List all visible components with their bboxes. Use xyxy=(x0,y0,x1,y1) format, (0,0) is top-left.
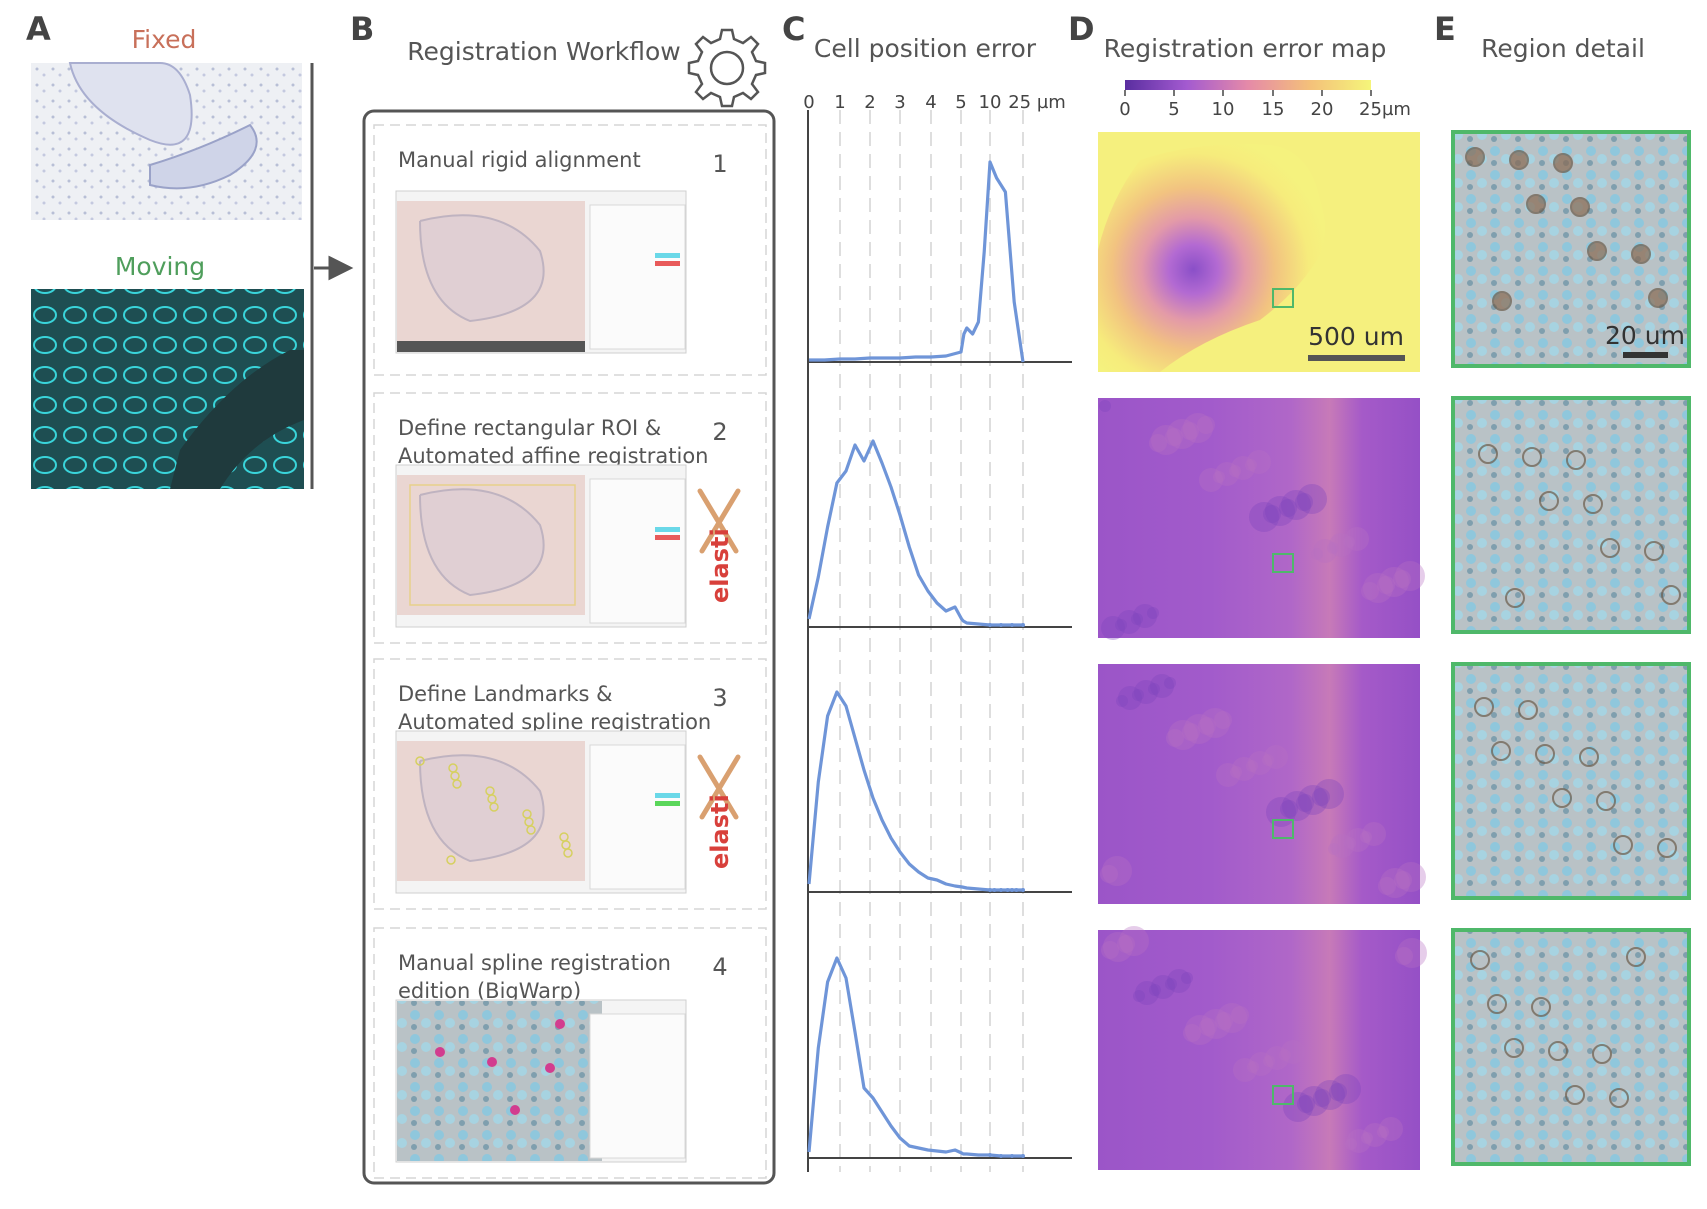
step-number: 4 xyxy=(712,953,727,981)
chart-x-axis: 0 1 2 3 4 5 10 25 µm xyxy=(803,92,1066,113)
x-tick-label: 3 xyxy=(894,92,905,113)
gear-icon xyxy=(687,28,767,108)
elastix-logo: elasti xyxy=(697,754,741,869)
data-point xyxy=(999,623,1003,627)
colorbar-tick-label: 25µm xyxy=(1359,99,1411,120)
step-number: 3 xyxy=(712,684,727,712)
colorbar-tick-label: 0 xyxy=(1119,99,1130,120)
moving-image xyxy=(31,289,304,489)
step-title-line: Manual rigid alignment xyxy=(398,148,641,172)
series-line-3 xyxy=(807,690,1023,892)
step-number: 2 xyxy=(712,418,727,446)
data-point xyxy=(1010,1154,1014,1158)
data-point xyxy=(1021,1154,1025,1158)
colorbar-tick-label: 20 xyxy=(1311,99,1334,120)
data-point xyxy=(1005,888,1010,892)
step-screenshot xyxy=(395,730,687,894)
error-map-2 xyxy=(1098,398,1425,640)
elastix-text: elasti xyxy=(706,528,734,603)
step-title-line: Define rectangular ROI & xyxy=(398,416,661,440)
region-detail-1 xyxy=(1451,130,1691,368)
step-title-line: Manual spline registration xyxy=(398,951,671,975)
colorbar-ticks: 0 5 10 15 20 25µm xyxy=(1119,90,1411,120)
error-maps xyxy=(1098,398,1427,1170)
moving-label: Moving xyxy=(115,252,205,281)
data-point xyxy=(999,1154,1003,1158)
panel-b-letter: B xyxy=(350,10,374,48)
region-marker xyxy=(1272,1085,1294,1105)
workflow-title: Registration Workflow xyxy=(407,37,681,66)
series-line-2 xyxy=(807,439,1023,627)
error-map-1: 500 um xyxy=(1098,132,1420,372)
step-title-line: edition (BigWarp) xyxy=(398,979,581,1003)
chart-title: Cell position error xyxy=(814,34,1037,63)
elastix-logo: elasti xyxy=(697,488,741,603)
step-screenshot xyxy=(395,999,687,1163)
region-detail-title: Region detail xyxy=(1481,34,1645,63)
x-tick-label: 5 xyxy=(955,92,966,113)
data-point xyxy=(1021,888,1025,892)
region-details xyxy=(1451,130,1691,1166)
error-map-title: Registration error map xyxy=(1104,34,1387,63)
panel-c-letter: C xyxy=(782,10,805,48)
step-screenshot xyxy=(395,190,687,354)
region-marker xyxy=(1272,288,1294,308)
x-tick-label: 1 xyxy=(834,92,845,113)
x-tick-label: 4 xyxy=(925,92,936,113)
elastix-text: elasti xyxy=(706,794,734,869)
series-line-4 xyxy=(807,956,1023,1158)
region-detail-2 xyxy=(1451,396,1691,634)
colorbar-tick-label: 5 xyxy=(1168,99,1179,120)
step-title-line: Define Landmarks & xyxy=(398,682,613,706)
x-tick-label: 10 xyxy=(979,92,1002,113)
series-line-1 xyxy=(809,160,1025,363)
data-point xyxy=(1014,888,1019,892)
error-map-4 xyxy=(1098,926,1427,1170)
cell-position-error-chart xyxy=(807,110,1072,1172)
panel-e-letter: E xyxy=(1434,10,1456,48)
step-title-line: Automated spline registration xyxy=(398,710,711,734)
fixed-label: Fixed xyxy=(132,25,197,54)
fixed-image xyxy=(31,62,302,220)
workflow-step-4: Manual spline registration edition (BigWa… xyxy=(373,927,767,1179)
x-tick-label: 25 µm xyxy=(1008,92,1066,113)
region-marker xyxy=(1272,553,1294,573)
arrow-icon xyxy=(314,255,354,281)
workflow-frame xyxy=(362,109,776,1185)
x-tick-label: 0 xyxy=(803,92,814,113)
data-point xyxy=(992,888,997,892)
data-point xyxy=(999,888,1003,892)
detail-scale-bar-label: 20 um xyxy=(1605,321,1685,350)
error-map-3 xyxy=(1098,664,1426,904)
workflow-steps: Manual rigid alignment 1 Define rectangula… xyxy=(373,124,767,1179)
region-marker xyxy=(1272,819,1294,839)
workflow-step-2: Define rectangular ROI & Automated affine… xyxy=(373,392,767,644)
colorbar xyxy=(1125,80,1371,90)
data-point xyxy=(1021,623,1025,627)
colorbar-tick-label: 10 xyxy=(1212,99,1235,120)
step-screenshot xyxy=(395,464,687,628)
data-point xyxy=(1010,888,1014,892)
data-point xyxy=(988,888,992,892)
workflow-step-3: Define Landmarks & Automated spline regis… xyxy=(373,658,767,910)
region-detail-3 xyxy=(1451,662,1691,900)
data-point xyxy=(1010,623,1014,627)
colorbar-tick-label: 15 xyxy=(1262,99,1285,120)
scale-bar-label: 500 um xyxy=(1308,322,1404,351)
region-detail-4 xyxy=(1451,928,1691,1166)
workflow-step-1: Manual rigid alignment 1 xyxy=(373,124,767,376)
panel-d-letter: D xyxy=(1068,10,1095,48)
step-number: 1 xyxy=(712,150,727,178)
step-title-line: Automated affine registration xyxy=(398,444,708,468)
x-tick-label: 2 xyxy=(864,92,875,113)
panel-a-letter: A xyxy=(26,10,51,48)
data-point xyxy=(988,1153,992,1157)
data-point xyxy=(988,623,992,627)
